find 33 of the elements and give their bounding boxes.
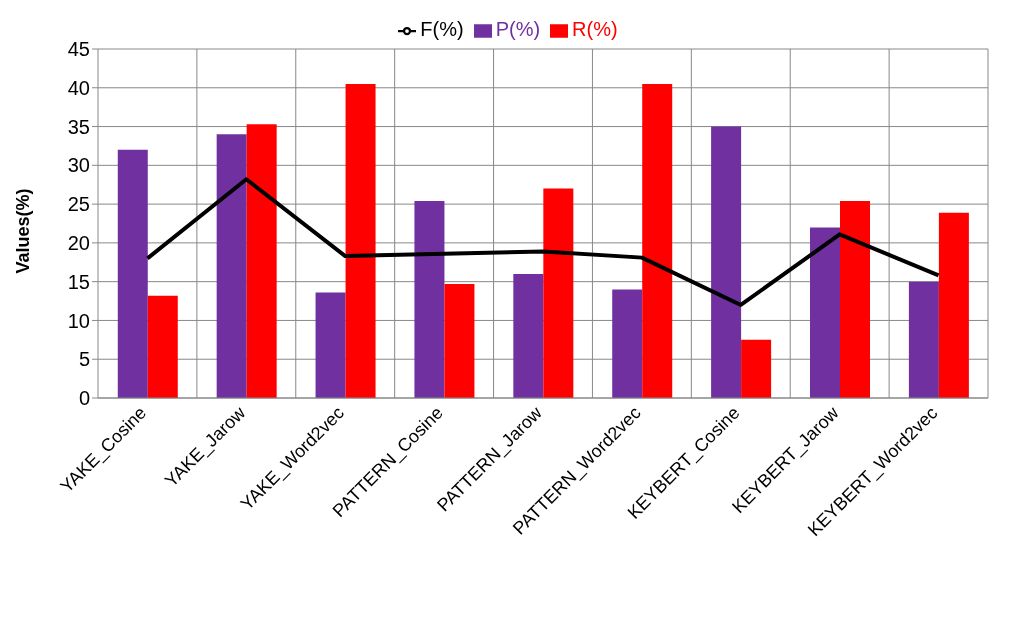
y-tick-label: 5 bbox=[78, 348, 90, 371]
bar bbox=[444, 283, 475, 398]
bar bbox=[908, 281, 939, 398]
bar bbox=[147, 295, 178, 398]
line-series bbox=[145, 177, 941, 307]
y-tick-label: 30 bbox=[67, 154, 90, 177]
bar bbox=[315, 292, 346, 398]
bar bbox=[741, 339, 772, 398]
bar bbox=[216, 134, 247, 398]
bar bbox=[612, 289, 643, 398]
bar bbox=[117, 149, 148, 398]
bar bbox=[840, 201, 870, 398]
bar bbox=[246, 124, 277, 398]
bar bbox=[711, 126, 742, 398]
bar bbox=[543, 188, 574, 398]
y-tick-label: 45 bbox=[67, 38, 90, 61]
y-tick-label: 25 bbox=[67, 193, 90, 216]
bar bbox=[938, 212, 969, 398]
legend-label: P(%) bbox=[495, 18, 541, 40]
bar bbox=[513, 273, 544, 398]
y-tick-label: 0 bbox=[78, 387, 90, 410]
legend-label: F(%) bbox=[420, 18, 464, 40]
y-tick-label: 20 bbox=[67, 231, 90, 254]
y-tick-label: 40 bbox=[67, 76, 90, 99]
y-tick-label: 15 bbox=[67, 270, 90, 293]
bar bbox=[642, 83, 673, 398]
legend-label: R(%) bbox=[572, 18, 618, 40]
bar bbox=[345, 83, 376, 398]
y-tick-label: 35 bbox=[67, 115, 90, 138]
y-axis-title: Values(%) bbox=[13, 188, 34, 274]
bar bbox=[414, 201, 445, 398]
bar bbox=[810, 227, 840, 398]
y-tick-label: 10 bbox=[67, 309, 90, 332]
